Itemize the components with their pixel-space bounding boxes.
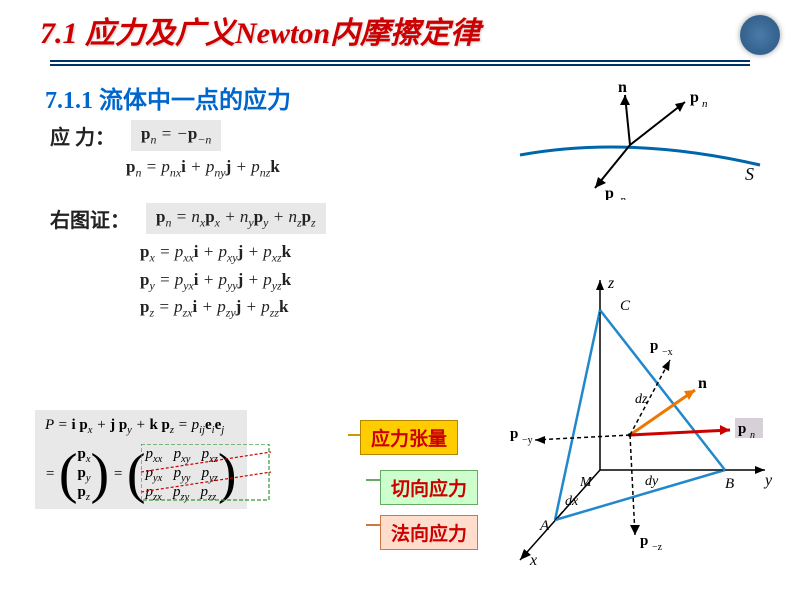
eq-pn-sum: pn = nxpx + nypy + nzpz — [146, 203, 326, 234]
section-subtitle: 7.1.1 流体中一点的应力 — [45, 80, 291, 115]
svg-text:−x: −x — [662, 347, 673, 358]
label-proof: 右图证： — [50, 204, 130, 233]
slide-title: 7.1 应力及广义Newton内摩擦定律 — [40, 8, 480, 52]
svg-text:p: p — [640, 533, 648, 549]
tag-normal: 法向应力 — [380, 515, 478, 550]
eq-py: py = pyxi + pyyj + pyzk — [130, 268, 326, 295]
svg-text:y: y — [763, 472, 773, 489]
tetrahedron-diagram: z y x C B A M p−x p−y p−z n pn dz dy dx — [480, 270, 780, 570]
eq-pn-components: pn = pnxi + pnyj + pnzk — [116, 155, 326, 182]
svg-text:x: x — [529, 552, 537, 569]
university-logo — [740, 15, 780, 55]
svg-text:n: n — [750, 430, 755, 441]
eq-pz: pz = pzxi + pzyj + pzzk — [130, 295, 326, 322]
svg-text:n: n — [618, 80, 627, 96]
svg-text:A: A — [539, 518, 550, 534]
title-underline — [50, 60, 750, 66]
stress-tensor-matrix: P = i px + j py + k pz = pijeiej = ( px … — [35, 410, 247, 509]
svg-text:B: B — [725, 476, 734, 492]
svg-text:dz: dz — [635, 392, 648, 407]
svg-text:z: z — [607, 275, 615, 292]
svg-text:M: M — [579, 475, 593, 490]
svg-text:dy: dy — [645, 474, 659, 489]
svg-text:n: n — [702, 98, 708, 110]
surface-normal-diagram: n pn p-n S — [510, 80, 770, 200]
svg-text:n: n — [698, 375, 707, 392]
svg-text:p: p — [738, 421, 746, 437]
svg-text:p: p — [650, 338, 658, 354]
svg-text:C: C — [620, 298, 631, 314]
svg-text:−y: −y — [522, 435, 533, 446]
eq-pn-neg: pn = −p−n — [131, 120, 221, 151]
svg-text:-n: -n — [617, 194, 627, 200]
svg-text:−z: −z — [652, 542, 663, 553]
label-stress: 应 力： — [50, 121, 115, 150]
eq-px: px = pxxi + pxyj + pxzk — [130, 240, 326, 267]
tag-stress-tensor: 应力张量 — [360, 420, 458, 455]
svg-text:p: p — [510, 426, 518, 442]
equations-block: 应 力： pn = −p−n pn = pnxi + pnyj + pnzk 右… — [50, 120, 326, 322]
svg-text:S: S — [745, 164, 754, 184]
svg-text:p: p — [605, 185, 614, 200]
tag-tangential: 切向应力 — [380, 470, 478, 505]
svg-text:p: p — [690, 89, 699, 106]
svg-text:dx: dx — [565, 494, 579, 509]
